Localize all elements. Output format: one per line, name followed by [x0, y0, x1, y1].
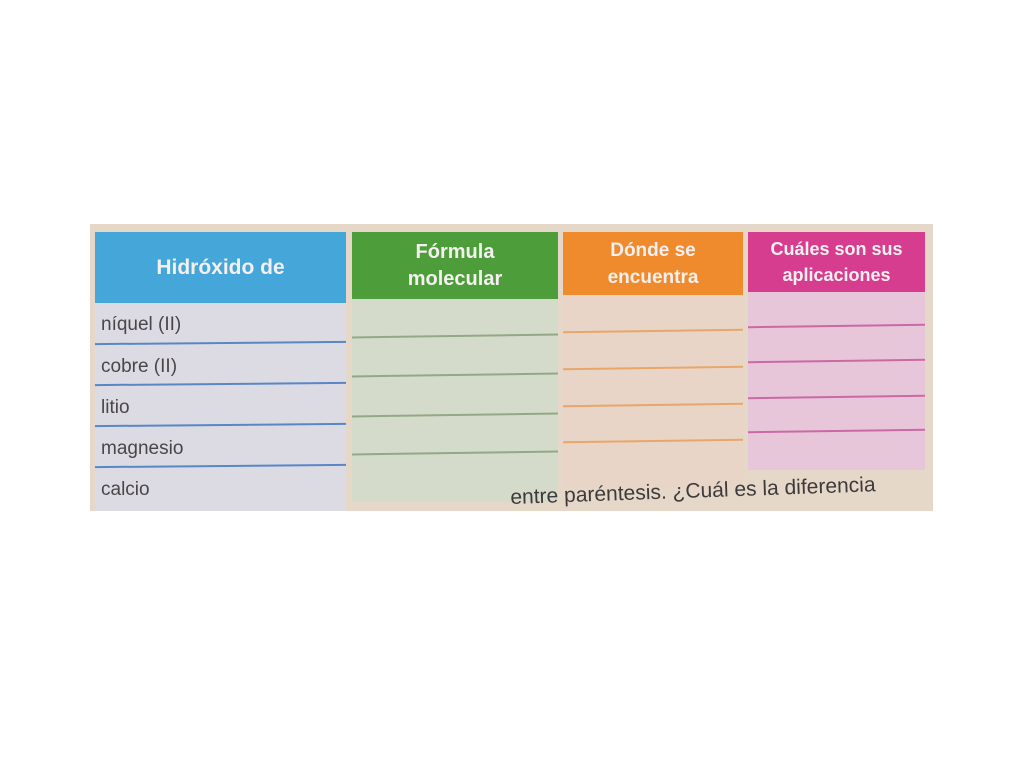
header-text: aplicaciones: [782, 265, 891, 285]
answer-line: [351, 450, 559, 456]
header-text: Cuáles son sus: [770, 239, 903, 259]
column-formula: Fórmula molecular: [351, 232, 559, 502]
header-text: Hidróxido de: [156, 256, 285, 279]
row-label-cobre: cobre (II): [101, 356, 178, 377]
header-text: Fórmula: [415, 240, 495, 263]
answer-line: [562, 438, 744, 444]
row-label-calcio: calcio: [101, 479, 150, 500]
answer-line: [562, 402, 744, 408]
header-text: molecular: [407, 267, 503, 290]
row-divider: [94, 381, 347, 387]
row-divider: [94, 422, 347, 428]
answer-line: [747, 394, 926, 400]
answer-line: [351, 412, 559, 418]
header-text: Dónde se: [610, 239, 696, 261]
header-formula: Fórmula molecular: [352, 232, 558, 299]
header-aplicaciones: Cuáles son sus aplicaciones: [748, 232, 925, 292]
answer-line: [747, 358, 926, 364]
header-hidroxido: Hidróxido de: [95, 232, 346, 303]
row-label-magnesio: magnesio: [101, 438, 184, 459]
column-aplicaciones: Cuáles son sus aplicaciones: [747, 232, 926, 470]
row-divider: [94, 463, 347, 469]
column-hidroxido: Hidróxido de níquel (II) cobre (II) liti…: [94, 232, 347, 511]
answer-line: [747, 323, 926, 329]
row-label-litio: litio: [101, 397, 130, 418]
textbook-photo: Hidróxido de níquel (II) cobre (II) liti…: [90, 224, 933, 511]
answer-line: [351, 372, 559, 378]
header-donde: Dónde se encuentra: [563, 232, 743, 295]
column-donde: Dónde se encuentra: [562, 232, 744, 488]
answer-line: [747, 428, 926, 434]
answer-line: [562, 365, 744, 371]
row-divider: [94, 340, 347, 346]
row-label-niquel: níquel (II): [101, 314, 182, 335]
answer-line: [351, 333, 559, 339]
header-text: encuentra: [607, 266, 699, 288]
answer-line: [562, 328, 744, 334]
